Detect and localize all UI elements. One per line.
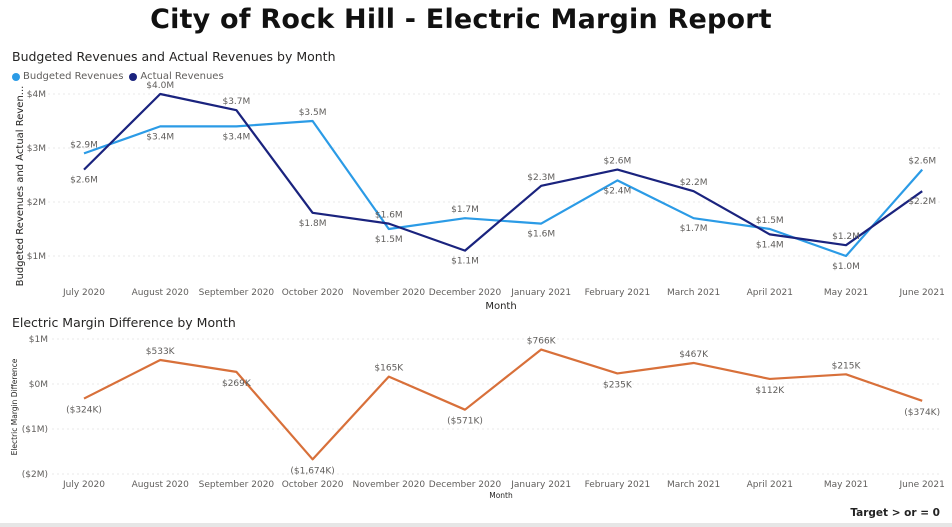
data-label-actual: $2.2M [908, 197, 936, 207]
data-label-difference: $215K [832, 361, 862, 371]
legend-item-budgeted[interactable]: Budgeted Revenues [12, 71, 123, 82]
x-tick-label: October 2020 [282, 480, 344, 490]
x-tick-label: March 2021 [667, 480, 720, 490]
bottom-scrollbar[interactable] [0, 523, 952, 527]
data-label-difference: $766K [527, 337, 557, 347]
x-tick-label: February 2021 [585, 480, 651, 490]
x-tick-label: October 2020 [282, 288, 344, 298]
data-label-budgeted: $2.6M [908, 157, 936, 167]
data-label-actual: $4.0M [146, 81, 174, 91]
x-tick-label: December 2020 [429, 288, 502, 298]
data-label-difference: $165K [374, 364, 404, 374]
x-axis-title: Month [489, 491, 513, 500]
x-tick-label: January 2021 [510, 288, 571, 298]
x-tick-label: November 2020 [353, 480, 426, 490]
y-axis-title: Budgeted Revenues and Actual Reven... [15, 86, 26, 287]
x-tick-label: July 2020 [62, 288, 105, 298]
y-tick-label: $3M [27, 144, 46, 154]
budgeted-revenues-line [83, 119, 924, 258]
data-label-budgeted: $1.5M [756, 216, 784, 226]
legend-marker-actual [129, 72, 138, 81]
data-label-budgeted: $1.6M [527, 230, 555, 240]
data-label-budgeted: $1.7M [680, 224, 708, 234]
x-tick-label: May 2021 [824, 480, 868, 490]
data-label-actual: $2.6M [603, 157, 631, 167]
data-label-budgeted: $1.5M [375, 235, 403, 245]
data-label-budgeted: $2.4M [603, 186, 631, 196]
x-tick-label: January 2021 [510, 480, 571, 490]
data-label-budgeted: $1.7M [451, 205, 479, 215]
x-tick-label: March 2021 [667, 288, 720, 298]
y-tick-label: ($1M) [22, 425, 48, 435]
data-label-budgeted: $1.0M [832, 262, 860, 272]
chart1-title: Budgeted Revenues and Actual Revenues by… [12, 49, 336, 64]
y-tick-label: ($2M) [22, 470, 48, 480]
data-label-difference: $533K [146, 347, 176, 357]
x-tick-label: June 2021 [899, 288, 945, 298]
x-tick-label: September 2020 [199, 288, 275, 298]
chart2-title: Electric Margin Difference by Month [12, 315, 236, 330]
data-label-actual: $1.6M [375, 211, 403, 221]
legend-marker-budgeted [12, 72, 20, 81]
target-note: Target > or = 0 [850, 507, 940, 519]
x-axis-title: Month [485, 301, 516, 312]
x-tick-label: February 2021 [585, 288, 651, 298]
data-label-actual: $1.8M [299, 219, 327, 229]
data-label-difference: ($571K) [447, 417, 483, 427]
y-tick-label: $2M [27, 198, 46, 208]
data-label-difference: $269K [222, 379, 252, 389]
x-tick-label: April 2021 [747, 288, 793, 298]
data-label-budgeted: $2.9M [70, 140, 98, 150]
data-label-difference: $467K [679, 350, 709, 360]
data-label-difference: ($324K) [66, 406, 102, 416]
x-tick-label: July 2020 [62, 480, 105, 490]
data-label-actual: $1.4M [756, 240, 784, 250]
x-tick-label: November 2020 [353, 288, 426, 298]
legend-label-budgeted: Budgeted Revenues [23, 71, 124, 82]
data-label-difference: $235K [603, 380, 633, 390]
y-tick-label: $1M [27, 252, 46, 262]
y-tick-label: $4M [27, 90, 46, 100]
x-tick-label: September 2020 [199, 480, 275, 490]
data-label-budgeted: $3.4M [146, 132, 174, 142]
data-label-actual: $2.2M [680, 178, 708, 188]
data-label-difference: ($374K) [904, 408, 940, 418]
data-label-difference: $112K [755, 386, 785, 396]
actual-revenues-line [83, 92, 923, 252]
data-label-budgeted: $3.5M [299, 108, 327, 118]
data-label-actual: $2.3M [527, 173, 555, 183]
x-tick-label: December 2020 [429, 480, 502, 490]
legend-item-actual[interactable]: Actual Revenues [129, 71, 224, 82]
margin-difference-line [83, 348, 923, 461]
data-label-budgeted: $3.4M [222, 132, 250, 142]
data-label-actual: $3.7M [222, 97, 250, 107]
data-label-actual: $2.6M [70, 176, 98, 186]
x-tick-label: June 2021 [899, 480, 945, 490]
x-tick-label: April 2021 [747, 480, 793, 490]
x-tick-label: August 2020 [132, 288, 190, 298]
y-tick-label: $1M [29, 335, 48, 345]
chart1-legend: Budgeted Revenues Actual Revenues [12, 71, 226, 82]
x-tick-label: May 2021 [824, 288, 868, 298]
y-axis-title: Electric Margin Difference [10, 358, 19, 455]
legend-label-actual: Actual Revenues [140, 71, 224, 82]
data-label-difference: ($1,674K) [290, 466, 334, 476]
data-label-actual: $1.2M [832, 232, 860, 242]
x-tick-label: August 2020 [132, 480, 190, 490]
data-label-actual: $1.1M [451, 257, 479, 267]
y-tick-label: $0M [29, 380, 48, 390]
page-title: City of Rock Hill - Electric Margin Repo… [150, 4, 772, 35]
